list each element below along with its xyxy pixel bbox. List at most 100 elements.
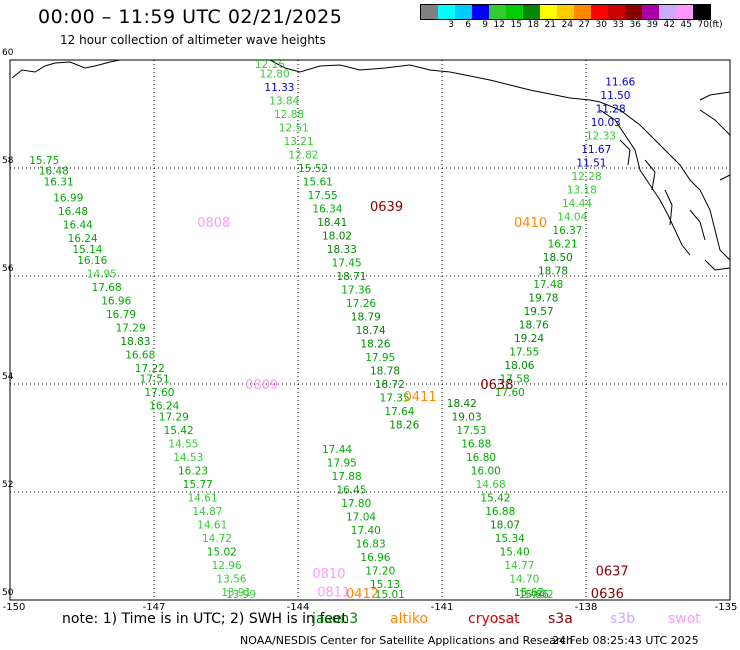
swh-value: 11.50 xyxy=(600,90,630,102)
legend-label: 9 xyxy=(482,20,488,30)
swh-value: 17.51 xyxy=(140,374,170,386)
y-tick-label: 56 xyxy=(2,264,14,274)
swh-value: 11.67 xyxy=(581,144,611,156)
swh-value: 17.40 xyxy=(351,525,381,537)
pass-time-label: 0412 xyxy=(346,587,379,602)
satellite-cryosat: cryosat xyxy=(468,611,520,627)
canada-coast xyxy=(699,91,731,271)
swh-value: 14.53 xyxy=(173,452,203,464)
swh-value: 13.84 xyxy=(269,96,299,108)
swh-value: 18.79 xyxy=(351,312,381,324)
swh-value: 18.74 xyxy=(356,325,386,337)
swh-value: 12.33 xyxy=(586,131,616,143)
swh-value: 18.33 xyxy=(327,244,357,256)
legend-swatch xyxy=(506,5,523,19)
swh-value: 15.75 xyxy=(29,155,59,167)
pass-time-label: 0411 xyxy=(404,390,437,405)
swh-value: 12.51 xyxy=(279,123,309,135)
swh-value: 16.44 xyxy=(63,220,93,232)
pass-time-label: 0810 xyxy=(312,567,345,582)
swh-value: 16.48 xyxy=(39,166,69,178)
swh-value: 17.58 xyxy=(500,374,530,386)
swh-value: 12.82 xyxy=(288,150,318,162)
swh-value: 14.61 xyxy=(197,519,227,531)
y-tick-label: 54 xyxy=(2,372,14,382)
legend-swatches xyxy=(420,4,711,20)
y-tick-label: 50 xyxy=(2,588,14,598)
swh-value: 16.37 xyxy=(552,225,582,237)
generation-timestamp: 24 Feb 08:25:43 UTC 2025 xyxy=(552,634,699,647)
swh-value: 15.01 xyxy=(375,589,405,601)
legend-label: 3 xyxy=(448,20,454,30)
legend-unit: (ft) xyxy=(709,20,723,30)
swh-value: 15.52 xyxy=(298,163,328,175)
swh-value: 14.68 xyxy=(476,479,506,491)
legend-swatch xyxy=(472,5,489,19)
swh-value: 14.04 xyxy=(557,212,587,224)
satellite-s3a: s3a xyxy=(548,611,573,627)
swh-value: 17.95 xyxy=(327,457,357,469)
swh-value: 18.02 xyxy=(322,231,352,243)
swh-value: 13.99 xyxy=(226,589,256,601)
swh-value: 18.83 xyxy=(120,336,150,348)
pass-time-label: 0811 xyxy=(317,585,350,600)
swh-value: 15.61 xyxy=(303,177,333,189)
legend-label: 33 xyxy=(612,20,624,30)
swh-value: 16.96 xyxy=(101,295,131,307)
swh-value: 13.56 xyxy=(216,573,246,585)
legend-label: 18 xyxy=(527,20,539,30)
swh-value: 17.95 xyxy=(365,352,395,364)
s3a-track-south: 18.4219.0317.5316.8816.8016.0014.6815.42… xyxy=(447,398,554,601)
legend-label: 42 xyxy=(663,20,675,30)
swh-value: 17.29 xyxy=(159,411,189,423)
southeast-alaska-islands xyxy=(599,109,731,256)
legend-swatch xyxy=(642,5,659,19)
swh-value: 15.13 xyxy=(370,579,400,591)
legend-label: 12 xyxy=(493,20,505,30)
swh-value: 14.55 xyxy=(168,438,198,450)
swh-value: 17.60 xyxy=(495,387,525,399)
swh-value: 15.02 xyxy=(207,546,237,558)
page-title: 00:00 – 11:59 UTC 02/21/2025 xyxy=(38,6,343,28)
x-tick-label: -144 xyxy=(286,602,310,613)
swh-value: 17.29 xyxy=(116,322,146,334)
swh-value: 11.51 xyxy=(576,158,606,170)
page-subtitle: 12 hour collection of altimeter wave hei… xyxy=(60,33,326,47)
swh-value: 19.03 xyxy=(452,411,482,423)
map-grid xyxy=(10,60,730,600)
swh-value: 16.48 xyxy=(58,206,88,218)
x-tick-label: -150 xyxy=(2,602,26,613)
swh-value: 17.88 xyxy=(332,471,362,483)
swh-value: 12.16 xyxy=(255,59,285,71)
satellite-swot: swot xyxy=(668,611,701,627)
swh-value: 16.83 xyxy=(356,538,386,550)
swh-value: 15.42 xyxy=(480,492,510,504)
swh-value: 16.88 xyxy=(485,506,515,518)
swh-value: 18.41 xyxy=(317,217,347,229)
swh-value: 16.68 xyxy=(125,349,155,361)
swh-value: 18.42 xyxy=(447,398,477,410)
legend-swatch xyxy=(540,5,557,19)
swh-value: 17.45 xyxy=(332,258,362,270)
swh-value: 17.44 xyxy=(322,444,352,456)
swh-value: 14.95 xyxy=(87,268,117,280)
swh-value: 17.60 xyxy=(144,387,174,399)
swh-value: 17.80 xyxy=(341,498,371,510)
y-tick-label: 60 xyxy=(2,48,14,58)
swh-value: 13.21 xyxy=(284,136,314,148)
swh-value: 11.66 xyxy=(605,77,635,89)
swh-value: 17.64 xyxy=(384,406,414,418)
alaska-coast-north xyxy=(269,59,731,261)
credit-line: NOAA/NESDIS Center for Satellite Applica… xyxy=(240,634,574,647)
pass-time-label: 0809 xyxy=(245,378,278,393)
x-tick-label: -147 xyxy=(142,602,166,613)
swh-value: 17.55 xyxy=(308,190,338,202)
legend-label: 15 xyxy=(510,20,522,30)
legend-swatch xyxy=(455,5,472,19)
swh-value: 11.33 xyxy=(264,82,294,94)
pass-time-label: 0808 xyxy=(197,216,230,231)
swh-value: 18.26 xyxy=(360,339,390,351)
x-tick-label: -135 xyxy=(714,602,738,613)
